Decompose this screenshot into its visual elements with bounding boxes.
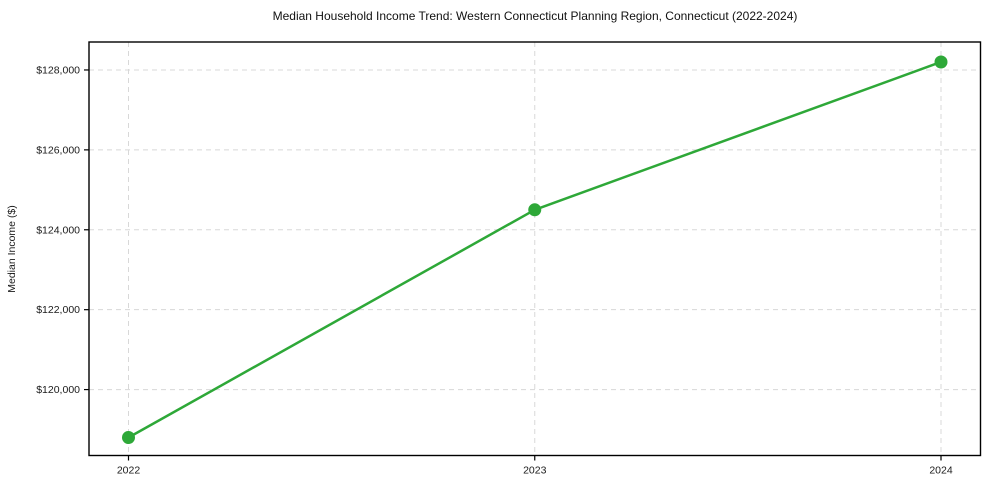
x-tick-label: 2022: [117, 465, 141, 477]
x-tick-label: 2023: [523, 465, 547, 477]
x-tick-label: 2024: [929, 465, 953, 477]
data-point-marker: [122, 431, 135, 445]
y-tick-label: $120,000: [36, 384, 80, 396]
plot-border: [88, 41, 982, 457]
y-tick-label: $128,000: [36, 64, 80, 76]
y-axis-label: Median Income ($): [6, 205, 18, 293]
data-point-marker: [528, 203, 542, 217]
y-tick-label: $122,000: [36, 304, 80, 316]
y-tick-label: $126,000: [36, 144, 80, 156]
y-tick-label: $124,000: [36, 224, 80, 236]
chart-title: Median Household Income Trend: Western C…: [272, 9, 798, 23]
data-point-marker: [934, 55, 948, 69]
